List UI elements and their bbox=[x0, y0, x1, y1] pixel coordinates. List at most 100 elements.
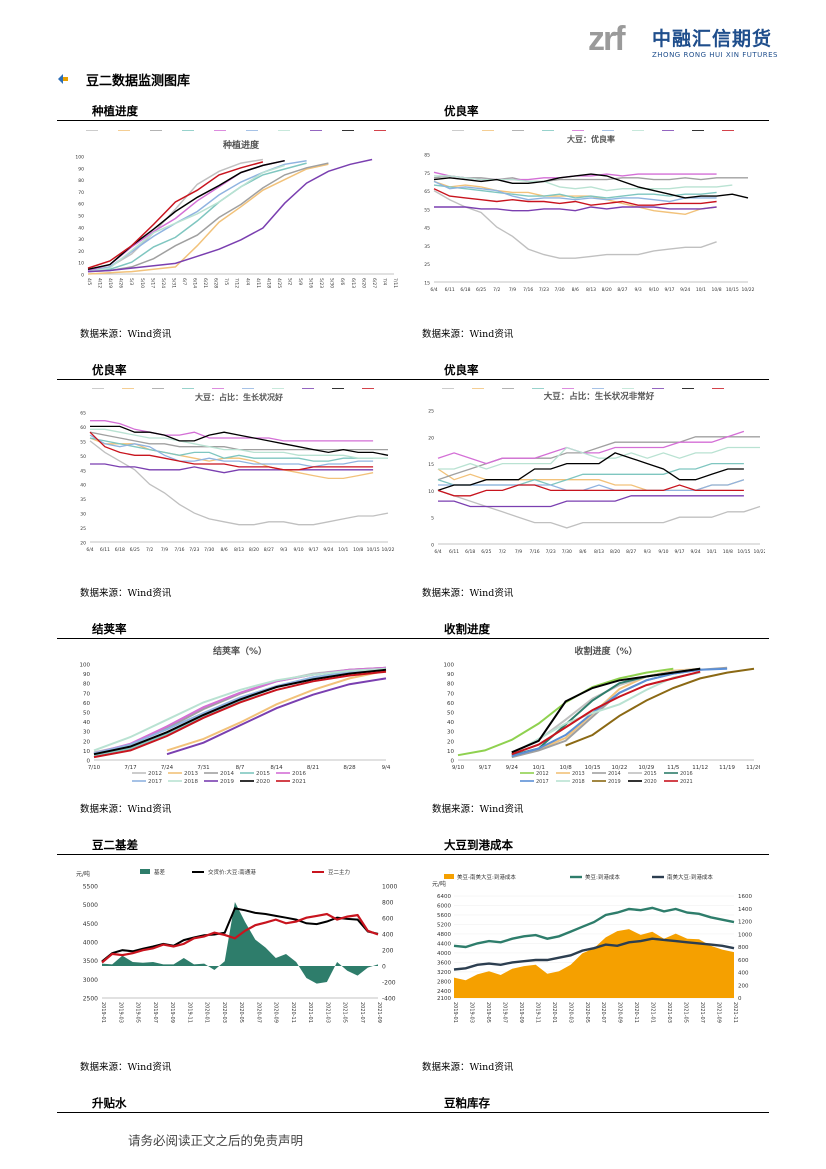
y-tick-label: 20 bbox=[80, 541, 86, 547]
x-tick-label: 8/21 bbox=[307, 765, 319, 771]
x-tick-label: 8/28 bbox=[343, 765, 356, 771]
series-area-basis bbox=[102, 902, 378, 984]
legend-label-2013: 2013 bbox=[132, 130, 144, 132]
chart-title: 大豆：占比：生长状况非常好 bbox=[544, 391, 655, 402]
x-tick-label: 2021-01 bbox=[650, 1002, 656, 1023]
source-note-1: 数据来源：Wind资讯 bbox=[80, 329, 172, 340]
x-tick-label: 10/29 bbox=[638, 765, 654, 771]
y-tick-label: 50 bbox=[80, 454, 86, 460]
legend-swatch-0 bbox=[444, 874, 454, 879]
series-line-2018 bbox=[87, 164, 285, 273]
source-note-4: 数据来源：Wind资讯 bbox=[422, 588, 514, 599]
y-tick-label: 35 bbox=[80, 497, 86, 503]
x-tick-label: 5/10 bbox=[139, 278, 145, 288]
series-line-2015 bbox=[89, 437, 374, 462]
y-tick-label: 100 bbox=[444, 663, 455, 669]
x-tick-label: 2021-09 bbox=[716, 1002, 722, 1023]
x-tick-label: 6/25 bbox=[481, 549, 491, 555]
y-right-tick-label: -400 bbox=[382, 996, 396, 1003]
panel-heading-planting: 种植进度 bbox=[92, 104, 138, 118]
panel-heading-basis: 豆二基差 bbox=[92, 838, 138, 852]
y-tick-label: 70 bbox=[83, 691, 90, 697]
x-tick-label: 10/22 bbox=[612, 765, 628, 771]
x-tick-label: 9/24 bbox=[323, 547, 333, 553]
y-tick-label: 25 bbox=[428, 409, 434, 415]
y-left-tick-label: 5000 bbox=[83, 902, 98, 909]
panel-heading-very-good-ratio: 优良率 bbox=[444, 363, 479, 377]
x-tick-label: 6/25 bbox=[476, 287, 486, 293]
chart-title: 收割进度（%） bbox=[574, 645, 637, 657]
legend-label-2017: 2017 bbox=[256, 388, 268, 390]
x-tick-label: 11/12 bbox=[692, 765, 708, 771]
y-tick-label: 10 bbox=[78, 261, 84, 267]
y-right-tick-label: 200 bbox=[738, 983, 749, 989]
series-line-2019 bbox=[565, 667, 755, 747]
x-tick-label: 8/13 bbox=[234, 547, 244, 553]
x-tick-label: 10/22 bbox=[742, 287, 755, 293]
y-tick-label: 65 bbox=[80, 411, 86, 417]
y-tick-label: 100 bbox=[80, 663, 91, 669]
x-tick-label: 5/9 bbox=[297, 278, 303, 285]
x-tick-label: 4/11 bbox=[255, 278, 261, 288]
chart-good-rate: 大豆：优良率 15 25 35 45 55 65 75 85 6/4 6/11 6/18 6/25 7/2… bbox=[424, 130, 755, 293]
legend-label-2016: 2016 bbox=[292, 771, 306, 777]
y-right-tick-label: 0 bbox=[382, 964, 386, 971]
legend-label-2: 南美大豆:到港成本 bbox=[667, 873, 713, 881]
legend-label-2015: 2015 bbox=[556, 130, 568, 132]
series-line-us-cost bbox=[453, 906, 735, 949]
series-line-2019 bbox=[434, 206, 717, 212]
x-tick-label: 9/24 bbox=[691, 549, 701, 555]
y-left-tick-label: 6000 bbox=[437, 903, 451, 909]
x-tick-label: 6/11 bbox=[100, 547, 110, 553]
series-line-2020 bbox=[437, 452, 744, 492]
x-tick-label: 2019-01 bbox=[452, 1002, 458, 1023]
panel-heading-premium: 升贴水 bbox=[92, 1096, 127, 1110]
x-tick-label: 6/7 bbox=[181, 278, 187, 285]
x-tick-label: 2021-07 bbox=[359, 1002, 365, 1023]
rule-row1 bbox=[57, 120, 769, 121]
series-line-2014 bbox=[87, 162, 329, 273]
x-tick-label: 2019-01 bbox=[100, 1002, 106, 1023]
y-right-tick-label: 600 bbox=[738, 958, 749, 964]
y-tick-label: 0 bbox=[81, 273, 84, 279]
series-line-2020 bbox=[511, 667, 701, 754]
panel-heading-meal-stock: 豆粕库存 bbox=[444, 1096, 490, 1110]
company-logo: zrf 中融汇信期货 ZHONG RONG HUI XIN FUTURES bbox=[588, 18, 778, 64]
series-line-2017 bbox=[89, 434, 374, 468]
x-tick-label: 2020-07 bbox=[600, 1002, 606, 1023]
legend-label-2020: 2020 bbox=[644, 779, 657, 785]
x-tick-label: 4/26 bbox=[118, 278, 124, 288]
y-left-tick-label: 3000 bbox=[83, 977, 98, 984]
x-tick-label: 4/5 bbox=[86, 278, 92, 285]
y-tick-label: 60 bbox=[80, 425, 86, 431]
y-left-tick-label: 3500 bbox=[83, 958, 98, 965]
x-tick-label: 7/9 bbox=[509, 287, 516, 293]
y-tick-label: 30 bbox=[447, 730, 454, 736]
x-tick-label: 9/17 bbox=[308, 547, 318, 553]
x-tick-label: 4/19 bbox=[107, 278, 113, 288]
legend-label-2021: 2021 bbox=[376, 388, 388, 390]
x-tick-label: 2019-07 bbox=[152, 1002, 158, 1023]
y-tick-label: 30 bbox=[83, 730, 90, 736]
x-tick-label: 10/8 bbox=[712, 287, 722, 293]
series-line-2014 bbox=[433, 175, 748, 183]
logo-mark: zrf bbox=[588, 22, 626, 56]
series-line-2017 bbox=[93, 668, 387, 755]
y-tick-label: 30 bbox=[78, 237, 84, 243]
x-tick-label: 6/11 bbox=[445, 287, 455, 293]
chart-harvest-progress: 收割进度（%） 0 10 20 30 40 50 60 70 80 90 100 9/10 9/17 9/2… bbox=[444, 645, 761, 785]
y-tick-label: 50 bbox=[447, 711, 454, 717]
x-tick-label: 2019-11 bbox=[186, 1002, 192, 1023]
x-tick-label: 6/4 bbox=[86, 547, 93, 553]
y-tick-label: 60 bbox=[83, 701, 90, 707]
y-right-tick-label: 1000 bbox=[738, 932, 752, 938]
x-tick-label: 2021-05 bbox=[683, 1002, 689, 1023]
legend-label-2021: 2021 bbox=[726, 388, 738, 390]
y-tick-label: 25 bbox=[80, 526, 86, 532]
series-line-sa-cost bbox=[453, 937, 735, 971]
legend-label-2014: 2014 bbox=[516, 388, 528, 390]
y-right-tick-label: 800 bbox=[738, 945, 749, 951]
legend-label-2020: 2020 bbox=[346, 388, 358, 390]
legend-label-2014: 2014 bbox=[166, 388, 178, 390]
x-tick-label: 6/25 bbox=[130, 547, 140, 553]
